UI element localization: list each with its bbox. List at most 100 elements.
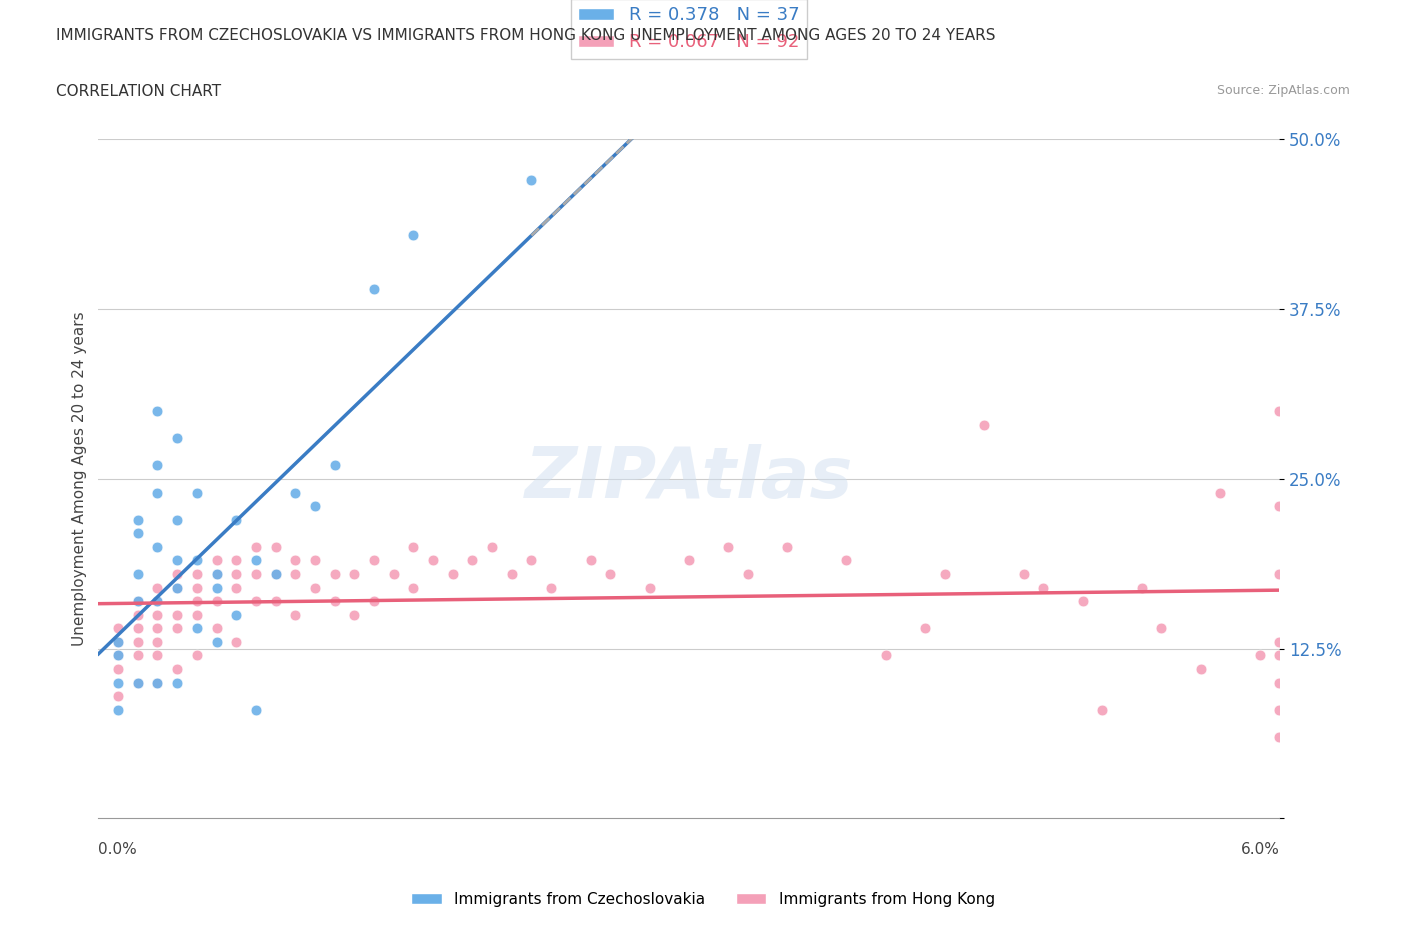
Point [166, 675, 188, 690]
Point [205, 566, 228, 581]
Point [1012, 566, 1035, 581]
Point [245, 593, 267, 608]
Point [737, 566, 759, 581]
Point [225, 634, 247, 649]
Point [323, 458, 346, 472]
Point [127, 525, 149, 540]
Point [501, 566, 523, 581]
Point [973, 418, 995, 432]
Point [264, 566, 287, 581]
Point [363, 282, 385, 297]
Point [127, 593, 149, 608]
Point [166, 580, 188, 595]
Point [127, 621, 149, 636]
Point [363, 593, 385, 608]
Point [146, 539, 169, 554]
Point [245, 553, 267, 568]
Point [1209, 485, 1232, 500]
Point [1268, 498, 1291, 513]
Point [1268, 702, 1291, 717]
Text: Source: ZipAtlas.com: Source: ZipAtlas.com [1216, 84, 1350, 97]
Point [481, 539, 503, 554]
Point [461, 553, 484, 568]
Point [343, 566, 366, 581]
Point [107, 621, 129, 636]
Point [146, 485, 169, 500]
Point [205, 634, 228, 649]
Point [284, 566, 307, 581]
Point [146, 593, 169, 608]
Point [205, 621, 228, 636]
Legend: Immigrants from Czechoslovakia, Immigrants from Hong Kong: Immigrants from Czechoslovakia, Immigran… [405, 886, 1001, 913]
Point [875, 648, 897, 663]
Point [520, 553, 543, 568]
Point [678, 553, 700, 568]
Point [304, 553, 326, 568]
Point [146, 458, 169, 472]
Point [186, 553, 208, 568]
Point [127, 675, 149, 690]
Point [225, 607, 247, 622]
Point [205, 566, 228, 581]
Point [205, 553, 228, 568]
Point [146, 648, 169, 663]
Point [186, 485, 208, 500]
Point [382, 566, 405, 581]
Point [264, 593, 287, 608]
Point [402, 580, 425, 595]
Point [146, 607, 169, 622]
Point [107, 675, 129, 690]
Text: CORRELATION CHART: CORRELATION CHART [56, 84, 221, 99]
Point [914, 621, 936, 636]
Text: IMMIGRANTS FROM CZECHOSLOVAKIA VS IMMIGRANTS FROM HONG KONG UNEMPLOYMENT AMONG A: IMMIGRANTS FROM CZECHOSLOVAKIA VS IMMIGR… [56, 28, 995, 43]
Point [1150, 621, 1173, 636]
Point [166, 580, 188, 595]
Point [225, 566, 247, 581]
Point [127, 675, 149, 690]
Text: 6.0%: 6.0% [1240, 843, 1279, 857]
Point [107, 634, 129, 649]
Point [186, 580, 208, 595]
Point [264, 539, 287, 554]
Point [146, 593, 169, 608]
Point [835, 553, 858, 568]
Point [540, 580, 562, 595]
Point [186, 566, 208, 581]
Point [166, 512, 188, 527]
Point [304, 580, 326, 595]
Point [166, 661, 188, 676]
Point [127, 566, 149, 581]
Point [127, 607, 149, 622]
Point [186, 621, 208, 636]
Point [127, 648, 149, 663]
Point [107, 634, 129, 649]
Point [264, 566, 287, 581]
Point [107, 702, 129, 717]
Text: 0.0%: 0.0% [98, 843, 138, 857]
Point [1268, 404, 1291, 418]
Point [146, 404, 169, 418]
Point [205, 580, 228, 595]
Point [1032, 580, 1054, 595]
Point [323, 566, 346, 581]
Point [127, 512, 149, 527]
Point [1268, 566, 1291, 581]
Point [205, 593, 228, 608]
Point [127, 634, 149, 649]
Point [579, 553, 602, 568]
Point [146, 580, 169, 595]
Point [1091, 702, 1114, 717]
Point [402, 539, 425, 554]
Point [1130, 580, 1153, 595]
Point [1268, 648, 1291, 663]
Point [1268, 675, 1291, 690]
Point [166, 566, 188, 581]
Point [107, 689, 129, 704]
Point [225, 580, 247, 595]
Point [441, 566, 464, 581]
Point [146, 621, 169, 636]
Point [107, 661, 129, 676]
Point [638, 580, 661, 595]
Point [107, 648, 129, 663]
Point [776, 539, 799, 554]
